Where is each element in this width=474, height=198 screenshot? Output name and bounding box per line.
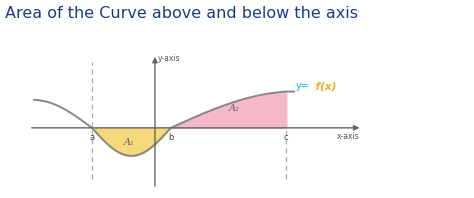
- Text: y=: y=: [296, 81, 310, 91]
- Text: a: a: [90, 133, 94, 142]
- Text: x-axis: x-axis: [337, 132, 360, 141]
- Text: A₁: A₁: [123, 138, 134, 147]
- Text: Area of the Curve above and below the axis: Area of the Curve above and below the ax…: [5, 6, 358, 21]
- Text: b: b: [168, 133, 173, 142]
- Text: c: c: [284, 133, 289, 142]
- Text: f(x): f(x): [312, 81, 337, 91]
- Text: A₂: A₂: [228, 104, 239, 113]
- Text: y-axis: y-axis: [157, 54, 180, 63]
